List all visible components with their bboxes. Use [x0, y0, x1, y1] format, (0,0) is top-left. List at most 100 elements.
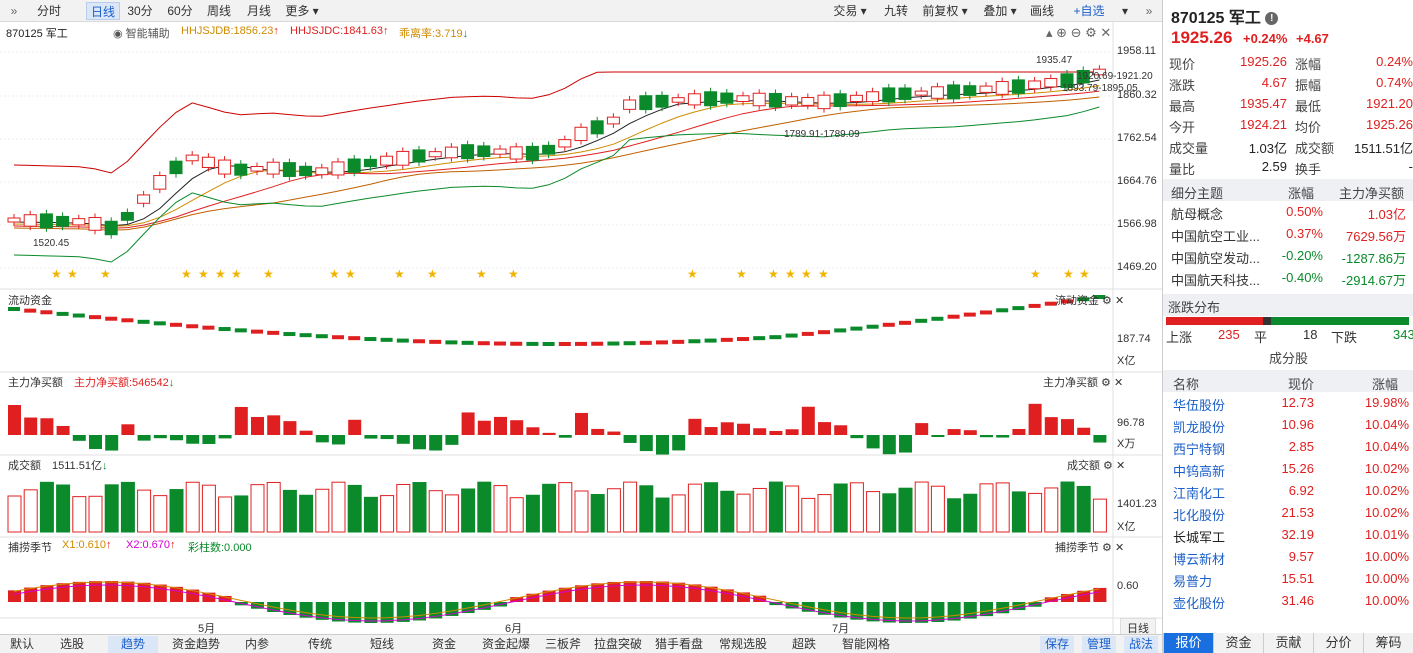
star-marker: ★: [736, 267, 747, 281]
component-name[interactable]: 长城军工: [1173, 530, 1226, 545]
season-bar: [672, 582, 686, 602]
theme-netbuy: -1287.86万: [1341, 251, 1406, 266]
component-name[interactable]: 江南化工: [1173, 486, 1226, 501]
tab-fund-trend[interactable]: 资金趋势: [171, 637, 220, 651]
season-bar: [380, 602, 394, 623]
netbuy-bar: [575, 412, 588, 435]
season-x2-line: [13, 584, 1100, 622]
theme-row[interactable]: 航母概念 0.50% 1.03亿: [1163, 202, 1413, 223]
tab-60min[interactable]: 60分: [167, 4, 193, 18]
tab-default[interactable]: 默认: [9, 637, 34, 651]
tab-oversold[interactable]: 超跌: [791, 637, 816, 651]
flow-unit: X亿: [1117, 355, 1136, 367]
dropdown-icon[interactable]: ▾: [1121, 4, 1129, 18]
main-panel-title-right: 主力净买额 ⚙ ✕: [1043, 377, 1124, 389]
strategy-button[interactable]: 战法: [1124, 636, 1158, 653]
jiuzhuan-button[interactable]: 九转: [883, 4, 908, 18]
volume-bar: [785, 485, 800, 533]
component-change: 10.02%: [1364, 483, 1409, 498]
trade-button[interactable]: 交易 ▾: [833, 4, 867, 18]
component-name[interactable]: 华伍股份: [1173, 398, 1226, 413]
candle-body: [250, 166, 264, 172]
theme-row[interactable]: 中国航空发动... -0.20% -1287.86万: [1163, 246, 1413, 267]
component-row[interactable]: 江南化工 6.92 10.02%: [1163, 481, 1413, 502]
chart-area[interactable]: ★ ★ ★ ★ ★ ★ ★ ★ ★ ★ ★ ★ ★ ★ ★ ★ ★ ★ ★ ★ ★ ★ ★ 870125 军工 ◉ 智能辅助…: [0, 22, 1162, 638]
component-name[interactable]: 博云新材: [1173, 552, 1226, 567]
component-row[interactable]: 中钨高新 15.26 10.02%: [1163, 459, 1413, 480]
component-name[interactable]: 凯龙股份: [1173, 420, 1226, 435]
tab-traditional[interactable]: 传统: [307, 637, 332, 651]
component-name[interactable]: 西宁特钢: [1173, 442, 1226, 457]
overlay-button[interactable]: 叠加 ▾: [983, 4, 1017, 18]
star-marker: ★: [508, 267, 519, 281]
flow-bar: [1061, 299, 1073, 304]
component-name[interactable]: 北化股份: [1173, 508, 1226, 523]
tab-shortline[interactable]: 短线: [369, 637, 394, 651]
theme-row[interactable]: 中国航天科技... -0.40% -2914.67万: [1163, 268, 1413, 289]
component-row[interactable]: 凯龙股份 10.96 10.04%: [1163, 415, 1413, 436]
tab-weekly[interactable]: 周线: [206, 4, 231, 18]
component-row[interactable]: 易普力 15.51 10.00%: [1163, 569, 1413, 590]
component-name[interactable]: 易普力: [1173, 574, 1213, 589]
tab-capital[interactable]: 资金: [1213, 633, 1263, 653]
component-row[interactable]: 壶化股份 31.46 10.00%: [1163, 591, 1413, 612]
component-row[interactable]: 长城军工 32.19 10.01%: [1163, 525, 1413, 546]
candle-body: [525, 145, 539, 161]
tab-fund[interactable]: 资金: [431, 637, 456, 651]
tab-fund-burst[interactable]: 资金起爆: [481, 637, 530, 651]
component-row[interactable]: 北化股份 21.53 10.02%: [1163, 503, 1413, 524]
tab-sanbanfu[interactable]: 三板斧: [544, 637, 581, 651]
component-name[interactable]: 壶化股份: [1173, 596, 1226, 611]
flow-bar: [348, 336, 361, 341]
tab-price-dist[interactable]: 分价: [1313, 633, 1363, 653]
component-name[interactable]: 中钨高新: [1173, 464, 1226, 479]
month-label: 6月: [505, 623, 523, 635]
month-label: 5月: [198, 623, 216, 635]
flow-bar: [299, 333, 312, 338]
tab-neican[interactable]: 内参: [244, 637, 269, 651]
netbuy-bar: [153, 435, 167, 439]
tab-contribution[interactable]: 贡献: [1263, 633, 1313, 653]
save-button[interactable]: 保存: [1040, 636, 1074, 653]
manage-button[interactable]: 管理: [1082, 636, 1116, 653]
theme-row[interactable]: 中国航空工业... 0.37% 7629.56万: [1163, 224, 1413, 245]
tab-trend[interactable]: 趋势: [108, 636, 158, 653]
component-change: 10.00%: [1364, 549, 1409, 564]
season-bar: [591, 583, 605, 602]
tab-xuangu[interactable]: 选股: [59, 637, 84, 651]
tab-regular[interactable]: 常规选股: [718, 637, 767, 651]
chart-controls[interactable]: ▴ ⊕ ⊖ ⚙ ✕: [1046, 25, 1112, 40]
volume-bar: [39, 481, 54, 533]
expand-icon[interactable]: »: [1145, 4, 1153, 18]
candle-body: [72, 218, 86, 226]
tab-grid[interactable]: 智能网格: [841, 637, 890, 651]
assist-toggle[interactable]: ◉ 智能辅助: [113, 28, 170, 40]
candle-body: [380, 155, 394, 166]
quote-value: 1925.26: [1240, 54, 1287, 69]
add-watchlist-button[interactable]: +自选: [1073, 4, 1105, 18]
components-header: 名称 现价 涨幅: [1163, 370, 1413, 392]
netbuy-bar: [332, 435, 345, 445]
netbuy-bar: [818, 422, 831, 435]
tab-more[interactable]: 更多 ▾: [285, 4, 319, 18]
component-row[interactable]: 华伍股份 12.73 19.98%: [1163, 393, 1413, 414]
tab-hunter[interactable]: 猎手看盘: [654, 637, 703, 651]
tab-breakout[interactable]: 拉盘突破: [593, 637, 642, 651]
component-row[interactable]: 西宁特钢 2.85 10.04%: [1163, 437, 1413, 458]
quote-title: 870125 军工 !: [1171, 4, 1279, 28]
tab-30min[interactable]: 30分: [127, 4, 153, 18]
yaxis-tick: 1664.76: [1117, 175, 1157, 187]
collapse-icon[interactable]: »: [10, 4, 18, 18]
adjust-button[interactable]: 前复权 ▾: [922, 4, 968, 18]
tab-monthly[interactable]: 月线: [246, 4, 271, 18]
tab-fenshi[interactable]: 分时: [36, 4, 61, 18]
yaxis-tick: 1958.11: [1117, 45, 1156, 57]
tab-quote[interactable]: 报价: [1163, 633, 1213, 653]
draw-button[interactable]: 画线: [1029, 4, 1054, 18]
season-x1: X1:0.610↑: [62, 539, 112, 551]
flow-bar: [218, 327, 231, 332]
tab-chips[interactable]: 筹码: [1363, 633, 1413, 653]
info-icon[interactable]: !: [1265, 12, 1279, 26]
component-row[interactable]: 博云新材 9.57 10.00%: [1163, 547, 1413, 568]
tab-daily[interactable]: 日线: [86, 2, 120, 20]
